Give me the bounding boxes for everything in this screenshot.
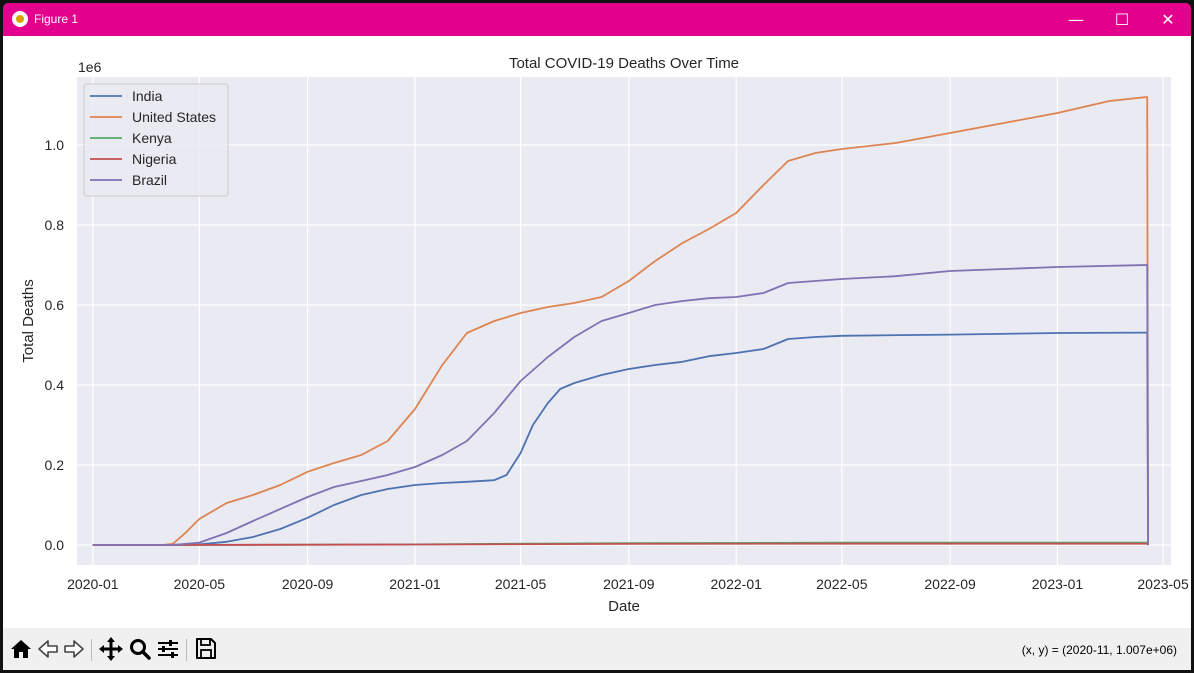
title-bar: Figure 1 — ☐ ✕: [3, 3, 1191, 36]
plot-area: [77, 77, 1171, 565]
legend: India United States Kenya Nigeria Brazil: [83, 83, 229, 197]
app-icon: [12, 11, 28, 27]
y-tick-label: 0.6: [45, 297, 65, 313]
x-tick-label: 2022-05: [816, 576, 868, 592]
x-tick-label: 2022-09: [924, 576, 976, 592]
x-tick-label: 2023-01: [1032, 576, 1084, 592]
figure-canvas[interactable]: 2020-01 2020-05 2020-09 2021-01 2021-05 2021-…: [3, 36, 1191, 628]
window-title: Figure 1: [34, 12, 79, 26]
x-tick-label: 2021-01: [389, 576, 441, 592]
figure-window: Figure 1 — ☐ ✕ 2020-01 2020-05 2020-09 2021…: [3, 3, 1191, 670]
legend-entry-label: Brazil: [132, 172, 167, 188]
save-icon[interactable]: [194, 636, 218, 662]
series-line-united-states: [92, 96, 1149, 546]
close-icon[interactable]: ✕: [1161, 10, 1175, 29]
legend-entry-label: Kenya: [132, 130, 172, 146]
legend-entry-label: United States: [132, 109, 216, 125]
y-tick-label: 0.8: [45, 217, 65, 233]
y-axis-label: Total Deaths: [20, 279, 37, 362]
zoom-icon[interactable]: [128, 636, 152, 662]
maximize-icon[interactable]: ☐: [1114, 10, 1130, 29]
y-tick-label: 1.0: [45, 137, 65, 153]
chart[interactable]: 2020-01 2020-05 2020-09 2021-01 2021-05 2021-…: [3, 36, 1191, 628]
x-tick-label: 2021-09: [603, 576, 655, 592]
x-tick-label: 2020-09: [282, 576, 334, 592]
x-tick-label: 2020-05: [174, 576, 226, 592]
legend-frame: [83, 83, 229, 197]
y-offset-label: 1e6: [78, 59, 102, 75]
y-tick-label: 0.4: [45, 377, 65, 393]
toolbar-separator: [91, 639, 92, 661]
series-line-brazil: [92, 264, 1149, 546]
pan-icon[interactable]: [98, 636, 124, 662]
y-tick-label: 0.0: [45, 537, 65, 553]
legend-entry-label: Nigeria: [132, 151, 177, 167]
configure-subplots-icon[interactable]: [156, 636, 180, 662]
navigation-toolbar: (x, y) = (2020-11, 1.007e+06): [3, 628, 1191, 670]
legend-entry-label: India: [132, 88, 163, 104]
x-tick-label: 2021-05: [495, 576, 547, 592]
x-tick-label: 2020-01: [67, 576, 119, 592]
home-icon[interactable]: [9, 636, 33, 662]
toolbar-separator: [186, 639, 187, 661]
series-line-india: [92, 331, 1149, 546]
y-tick-label: 0.2: [45, 457, 65, 473]
chart-title: Total COVID-19 Deaths Over Time: [509, 55, 739, 72]
x-tick-label: 2022-01: [711, 576, 763, 592]
x-axis-label: Date: [608, 598, 640, 615]
back-icon[interactable]: [36, 636, 60, 662]
x-tick-label: 2023-05: [1137, 576, 1189, 592]
coordinate-readout: (x, y) = (2020-11, 1.007e+06): [1021, 643, 1177, 657]
forward-icon[interactable]: [62, 636, 86, 662]
minimize-icon[interactable]: —: [1068, 10, 1084, 29]
